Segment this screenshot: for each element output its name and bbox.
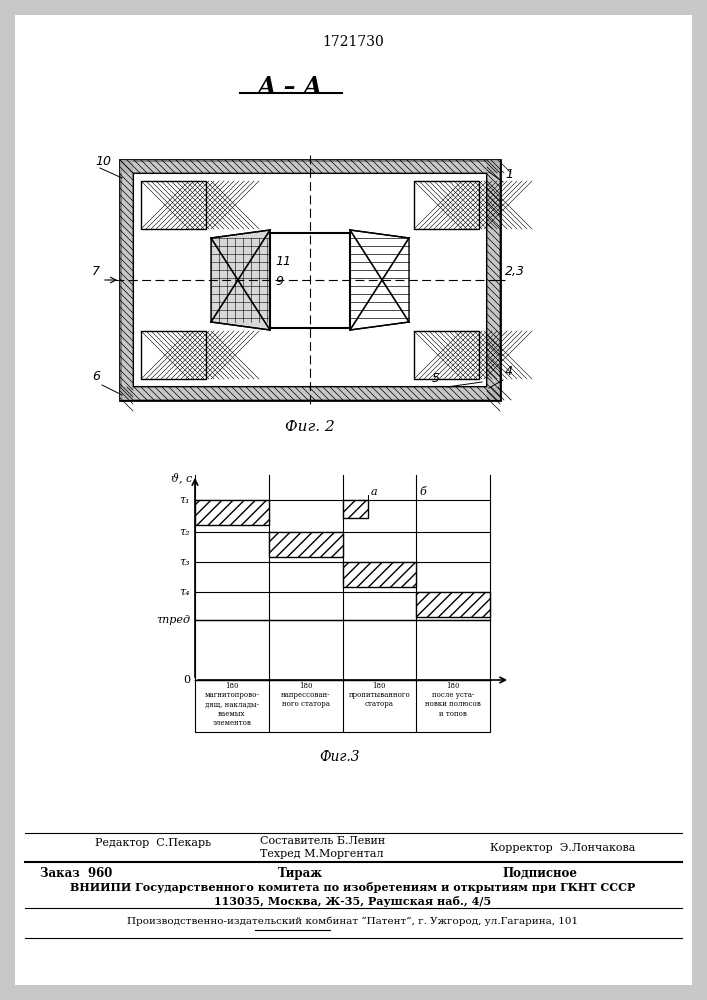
Text: Корректор  Э.Лончакова: Корректор Э.Лончакова xyxy=(490,843,636,853)
Bar xyxy=(195,500,269,525)
Text: Техред М.Моргентал: Техред М.Моргентал xyxy=(260,849,383,859)
Bar xyxy=(270,233,350,328)
Text: Фиг.3: Фиг.3 xyxy=(320,750,361,764)
Text: 180
пропитыванного
статора: 180 пропитыванного статора xyxy=(349,682,410,708)
Text: 180
после уста-
новки полюсов
и топов: 180 после уста- новки полюсов и топов xyxy=(425,682,481,718)
Bar xyxy=(120,160,133,400)
Text: Редактор  С.Пекарь: Редактор С.Пекарь xyxy=(95,838,211,848)
Text: 5: 5 xyxy=(432,372,440,385)
Text: τ₁: τ₁ xyxy=(180,495,190,505)
Text: Заказ  960: Заказ 960 xyxy=(40,867,112,880)
Text: Составитель Б.Левин: Составитель Б.Левин xyxy=(260,836,385,846)
Text: A – A: A – A xyxy=(257,75,322,99)
Bar xyxy=(133,173,487,387)
Text: Тираж: Тираж xyxy=(278,867,322,880)
Bar xyxy=(120,160,500,400)
Bar xyxy=(487,160,500,400)
Bar xyxy=(141,331,206,379)
Text: τ₂: τ₂ xyxy=(180,527,190,537)
Text: Подписное: Подписное xyxy=(503,867,578,880)
Text: 0: 0 xyxy=(183,675,190,685)
Bar xyxy=(414,181,479,229)
Bar xyxy=(416,592,490,617)
Bar xyxy=(141,181,206,229)
Text: 4: 4 xyxy=(505,365,513,378)
Bar xyxy=(269,532,342,557)
Text: Производственно-издательский комбинат “Патент”, г. Ужгород, ул.Гагарина, 101: Производственно-издательский комбинат “П… xyxy=(127,916,578,926)
Text: τпред: τпред xyxy=(156,615,190,625)
Text: 11: 11 xyxy=(275,255,291,268)
Text: Фиг. 2: Фиг. 2 xyxy=(285,420,335,434)
Polygon shape xyxy=(350,230,409,330)
Text: 6: 6 xyxy=(92,370,100,383)
Text: 7: 7 xyxy=(92,265,100,278)
Text: a: a xyxy=(370,487,377,497)
Text: 180
магнитопрово-
дящ, наклады-
ваемых
элементов: 180 магнитопрово- дящ, наклады- ваемых э… xyxy=(204,682,259,727)
Bar xyxy=(342,500,368,518)
Text: б: б xyxy=(419,487,426,497)
Text: ϑ, c: ϑ, c xyxy=(171,472,192,483)
Text: 180
напрессован-
ного статора: 180 напрессован- ного статора xyxy=(281,682,330,708)
Polygon shape xyxy=(211,230,270,330)
Bar xyxy=(120,387,500,400)
Text: 2,3: 2,3 xyxy=(505,265,525,278)
Text: ВНИИПИ Государственного комитета по изобретениям и открытиям при ГКНТ СССР: ВНИИПИ Государственного комитета по изоб… xyxy=(71,882,636,893)
Bar xyxy=(414,331,479,379)
Text: 9: 9 xyxy=(275,275,283,288)
Bar xyxy=(120,160,500,173)
Text: 113035, Москва, Ж-35, Раушская наб., 4/5: 113035, Москва, Ж-35, Раушская наб., 4/5 xyxy=(214,896,491,907)
Bar xyxy=(342,562,416,587)
Text: 10: 10 xyxy=(95,155,111,168)
Text: τ₄: τ₄ xyxy=(180,587,190,597)
Text: τ₃: τ₃ xyxy=(180,557,190,567)
Text: 1721730: 1721730 xyxy=(322,35,384,49)
Text: 1: 1 xyxy=(505,168,513,181)
